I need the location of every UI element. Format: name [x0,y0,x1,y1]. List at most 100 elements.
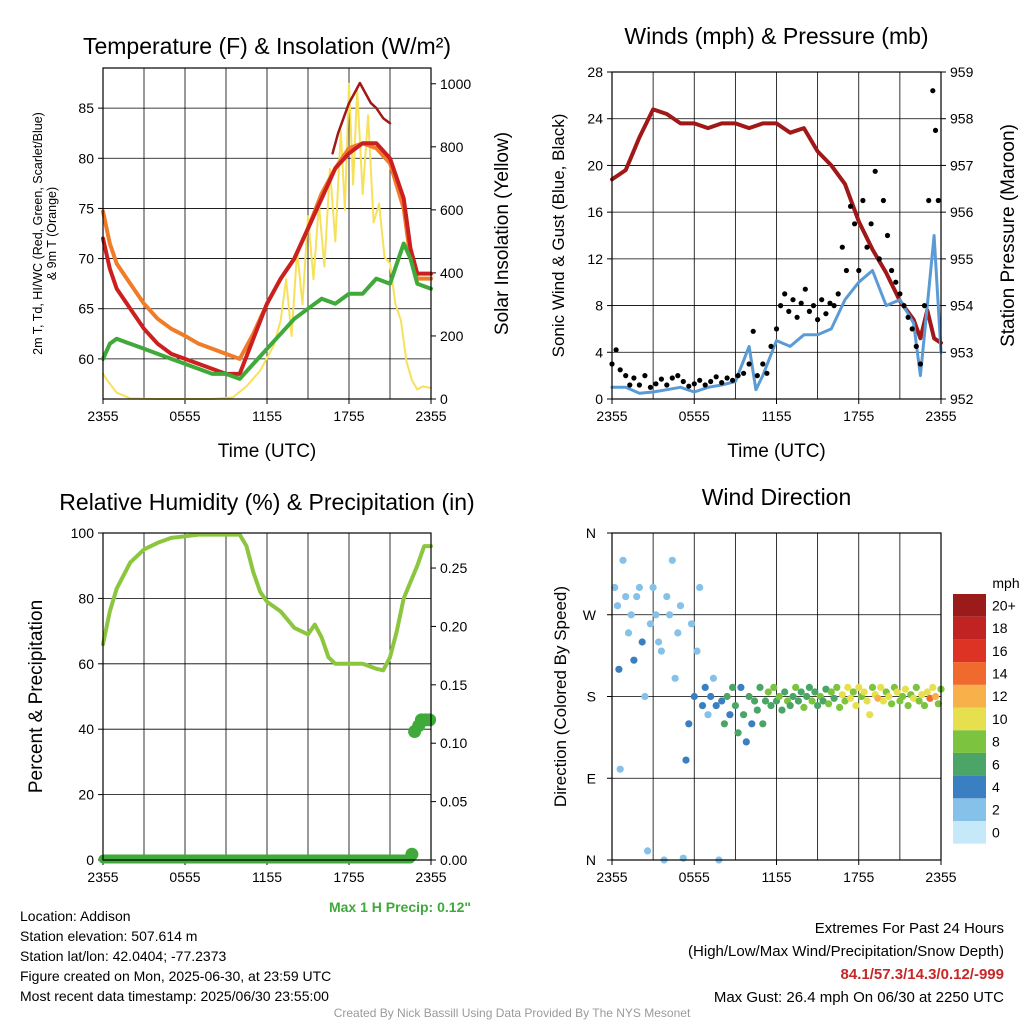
plot-border [102,67,432,400]
direction-point [923,688,931,696]
gust-point [750,328,756,334]
gust-point [669,375,675,381]
direction-point [737,683,745,692]
direction-point [655,638,663,646]
y2-tick-label: 0.20 [440,618,467,634]
gust-point [691,381,697,387]
y-tick-label: 100 [71,525,95,541]
direction-point [764,688,772,696]
legend-swatch [953,684,986,708]
y-tick-label: E [587,770,596,786]
direction-point [690,692,698,701]
y-tick-label: 8 [595,298,603,314]
direction-point [879,697,888,705]
gust-point [806,308,813,314]
location-text: Location: Addison [20,908,131,924]
y-axis-label: Direction (Colored By Speed) [551,586,570,807]
y-tick-label: 20 [78,787,94,803]
legend-label: 14 [992,666,1008,682]
gust-point [794,314,800,320]
x-tick-label: 2355 [87,869,118,885]
gust-point [735,373,741,379]
extremes-info: Extremes For Past 24 Hours (High/Low/Max… [688,917,1004,1009]
direction-point [767,702,775,710]
direction-point [718,697,726,705]
legend-label: 20+ [992,597,1016,613]
y-tick-label: 60 [78,351,94,367]
y2-tick-label: 954 [950,298,974,314]
direction-point [931,692,940,701]
direction-point [687,620,696,628]
y-tick-label: 80 [78,150,94,166]
wind-direction-panel: 2355 0555 1155 1755 2355 Wind Direction N E S W N D… [551,484,1020,885]
gust-point [831,303,837,309]
legend-label: 2 [992,802,1000,818]
direction-point [671,674,679,682]
gust-point [798,300,804,306]
direction-point [846,694,855,702]
y2-tick-label: 958 [950,111,974,127]
legend-label: 12 [992,688,1008,704]
legend-swatch [953,752,986,776]
legend-label: 8 [992,734,1000,750]
y-tick-label: 16 [587,204,603,220]
x-tick-label: 1755 [843,869,874,885]
gust-point [664,382,670,388]
direction-point [726,711,734,719]
chart-title: Winds (mph) & Pressure (mb) [624,23,928,49]
gust-point [778,303,784,309]
gust-point [768,343,774,349]
direction-point [748,720,756,728]
x-tick-label: 2355 [596,869,627,885]
direction-point [874,694,882,702]
gust-point [932,127,939,133]
series-red [101,141,433,376]
direction-point [934,700,942,708]
y-tick-label: 12 [587,251,603,267]
direction-point [866,711,874,719]
direction-point [863,697,871,705]
gust-point [790,297,796,303]
legend-label: 0 [992,824,1000,840]
direction-point [855,683,863,692]
y2-tick-label: 0.10 [440,735,467,751]
direction-point [827,688,835,696]
gust-point [627,382,633,388]
timestamp-text: Most recent data timestamp: 2025/06/30 2… [20,988,329,1004]
direction-point [685,720,693,728]
gust-point [872,168,878,174]
direction-point [624,629,633,637]
gust-point [884,232,891,239]
direction-point [814,702,822,710]
gust-point [868,221,874,227]
x-tick-label: 1155 [761,408,791,424]
gust-point [802,286,808,292]
y-tick-label: W [583,607,597,623]
gust-point [617,367,623,373]
precip-annotation: Max 1 H Precip: 0.12" [329,899,471,915]
precip-point [423,713,437,727]
gust-point [876,256,882,262]
legend-label: 18 [992,620,1008,636]
direction-point [731,702,740,710]
gust-point [839,244,845,250]
y-tick-label: 65 [78,301,94,317]
y-tick-label: N [586,852,596,868]
gust-point [773,326,780,332]
direction-point [641,692,649,701]
gust-point [697,377,703,383]
y-axis-label: 2m T, Td, HI/WC (Red, Green, Scarlet/Blu… [31,112,45,355]
x-tick-label: 1155 [761,869,791,885]
extremes-values: 84.1/57.3/14.3/0.12/-999 [840,966,1004,983]
direction-point [652,611,660,619]
gust-point [642,373,648,379]
direction-point [666,611,674,619]
gust-point [613,347,619,353]
gust-point [760,361,766,367]
gust-point [835,291,841,297]
gust-point [860,197,866,204]
direction-point [836,703,844,712]
y-tick-label: S [587,689,596,705]
elevation-text: Station elevation: 507.614 m [20,928,198,944]
extremes-title: Extremes For Past 24 Hours [814,920,1004,937]
